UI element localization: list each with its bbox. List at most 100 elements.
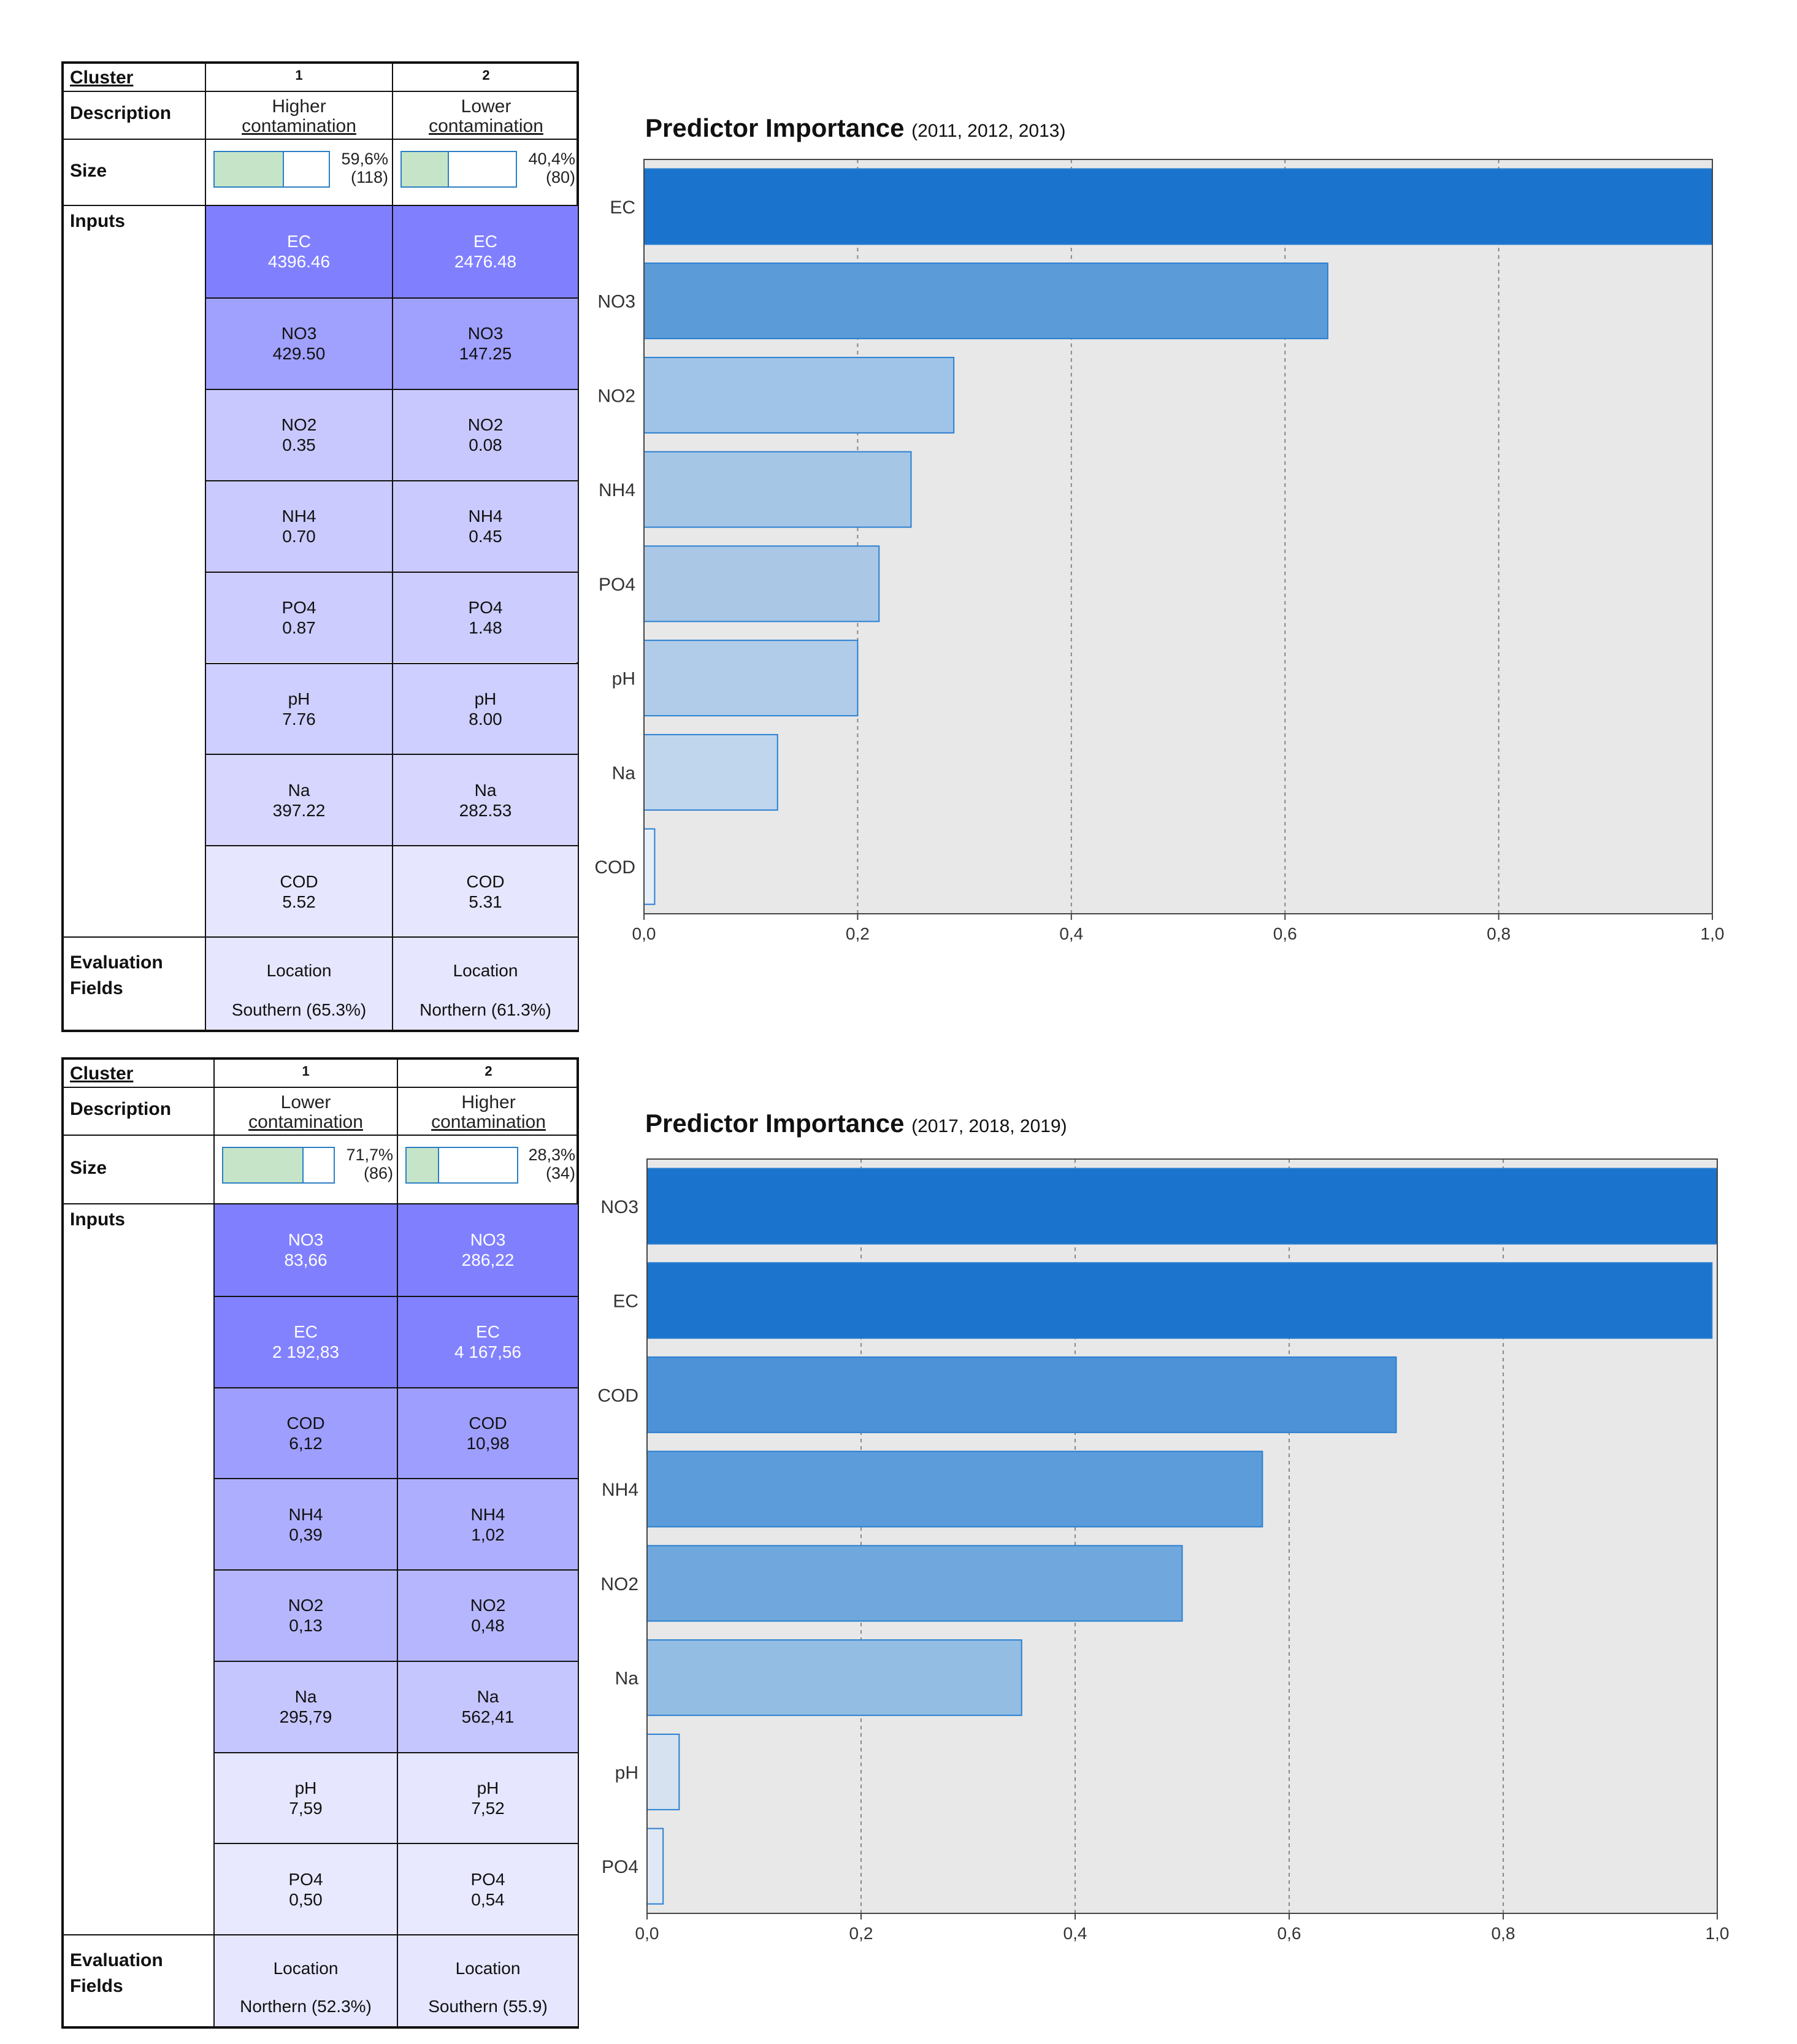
size-percent: 71,7% <box>346 1146 393 1164</box>
cluster-1-description: Lower contamination <box>248 1092 363 1132</box>
evaluation-value: Northern (52.3%) <box>240 1997 372 2016</box>
evaluation-field: Location <box>273 1959 339 1978</box>
x-tick-label: 0,4 <box>1059 924 1083 943</box>
inputs-section: Inputs <box>64 205 577 936</box>
input-value: 7.76 <box>282 709 316 729</box>
size-bar <box>405 1147 518 1184</box>
input-cell-cod-cluster-2: COD 5.31 <box>393 845 578 937</box>
input-value: 397.22 <box>272 800 326 820</box>
input-value: 0,48 <box>471 1616 505 1636</box>
input-name: NO3 <box>288 1230 324 1250</box>
input-cell-ph-cluster-1: pH 7,59 <box>215 1751 397 1843</box>
category-label-ec: EC <box>613 1292 638 1312</box>
input-name: NH4 <box>468 507 503 526</box>
cluster-panel-2: Cluster 1 2 Description Lower contaminati… <box>61 1057 579 2029</box>
evaluation-value: Southern (55.9) <box>428 1997 548 2016</box>
predictor-importance-chart-1: EC NO3 NO2 NH4 PO4 pH Na COD 0,0 0,2 0,4 0,6 0,8 1,0 <box>594 159 1725 943</box>
input-name: NH4 <box>288 1504 323 1524</box>
input-cell-ph-cluster-2: pH 7,52 <box>398 1751 578 1843</box>
input-cell-no3-cluster-2: NO3 286,22 <box>398 1204 578 1296</box>
input-name: COD <box>286 1413 325 1433</box>
evaluation-field: Location <box>453 961 518 980</box>
cluster-2-description: Lower contamination <box>429 96 543 136</box>
category-label-no2: NO2 <box>600 1574 638 1594</box>
plot-frame <box>646 1158 1718 1914</box>
input-name: PO4 <box>468 598 503 618</box>
input-value: 0.87 <box>282 618 316 638</box>
bar-na <box>643 733 778 811</box>
input-cell-cod-cluster-1: COD 6,12 <box>215 1387 397 1479</box>
input-name: COD <box>466 871 505 891</box>
bar-ec <box>643 168 1713 245</box>
size-bar <box>213 151 330 188</box>
input-name: EC <box>294 1322 318 1342</box>
input-name: EC <box>473 232 497 251</box>
input-value: 2 192,83 <box>272 1342 339 1362</box>
input-value: 1.48 <box>469 618 502 638</box>
input-name: Na <box>294 1687 317 1707</box>
bar-po4 <box>646 1828 664 1905</box>
cluster-1-number: 1 <box>302 1063 310 1079</box>
x-tick-label: 0,0 <box>632 924 656 943</box>
input-value: 6,12 <box>289 1433 323 1453</box>
input-name: EC <box>287 232 311 251</box>
input-cell-no3-cluster-1: NO3 83,66 <box>215 1204 397 1296</box>
input-value: 5.52 <box>282 892 316 911</box>
input-name: pH <box>474 689 497 708</box>
cluster-2-number: 2 <box>482 67 490 83</box>
input-cell-cod-cluster-2: COD 10,98 <box>398 1387 578 1479</box>
input-value: 0,13 <box>289 1616 323 1636</box>
input-value: 0,54 <box>471 1889 505 1909</box>
input-name: NO3 <box>281 324 317 343</box>
x-tick-label: 0,6 <box>1278 1924 1301 1943</box>
input-cell-po4-cluster-1: PO4 0,50 <box>215 1843 397 1934</box>
size-bar-fill <box>407 1148 439 1182</box>
cluster-2-size: 40,4% (80) <box>393 140 579 205</box>
input-value: 4396.46 <box>267 252 331 272</box>
input-value: 282.53 <box>459 800 512 820</box>
cluster-panel-1: Cluster 1 2 Description Higher contaminat… <box>61 61 579 1032</box>
input-name: pH <box>294 1778 317 1797</box>
input-name: NH4 <box>470 1504 505 1524</box>
x-tick-label: 0,2 <box>849 1924 873 1943</box>
input-cell-ec-cluster-1: EC 2 192,83 <box>215 1295 397 1387</box>
divider <box>397 1060 398 2026</box>
predictor-importance-chart-2: NO3 EC COD NH4 NO2 Na pH PO4 0,0 0,2 0,4 0,6 0,8 1,0 <box>597 1158 1729 1943</box>
bar-cod <box>646 1356 1397 1433</box>
cluster-2-evaluation: Location Southern (55.9) <box>398 1935 578 2026</box>
size-label: Size <box>70 161 107 181</box>
chart-2-subtitle: (2017, 2018, 2019) <box>911 1116 1067 1136</box>
input-value: 429.50 <box>272 344 326 364</box>
input-name: pH <box>288 689 310 708</box>
x-tick-label: 0,6 <box>1273 924 1297 943</box>
input-name: PO4 <box>470 1869 505 1889</box>
category-label-cod: COD <box>594 857 635 878</box>
divider <box>205 64 206 1030</box>
input-value: 83,66 <box>284 1250 328 1270</box>
input-cell-nh4-cluster-2: NH4 0.45 <box>393 480 578 572</box>
cluster-1-evaluation: Location Northern (52.3%) <box>215 1935 397 2026</box>
bar-cod <box>643 828 656 905</box>
input-cell-ec-cluster-2: EC 4 167,56 <box>398 1295 578 1387</box>
category-label-no2: NO2 <box>597 386 635 406</box>
cluster-2-evaluation: Location Northern (61.3%) <box>393 938 578 1030</box>
evaluation-value: Southern (65.3%) <box>231 1000 367 1019</box>
bar-ec <box>646 1262 1713 1339</box>
input-value: 2476.48 <box>454 252 517 272</box>
bar-na <box>646 1639 1022 1717</box>
size-percent: 40,4% <box>528 150 575 168</box>
input-cell-no2-cluster-1: NO2 0.35 <box>206 388 392 480</box>
input-name: NO2 <box>281 415 317 435</box>
input-value: 5.31 <box>469 892 502 911</box>
input-value: 7,52 <box>471 1798 505 1818</box>
input-name: NO2 <box>288 1596 324 1615</box>
input-cell-no2-cluster-2: NO2 0,48 <box>398 1569 578 1661</box>
x-tick-label: 1,0 <box>1701 924 1725 943</box>
bar-no2 <box>643 356 955 434</box>
input-cell-ec-cluster-1: EC 4396.46 <box>206 206 392 297</box>
cluster-label: Cluster <box>70 67 134 88</box>
size-percent: 28,3% <box>528 1146 575 1164</box>
bar-no3 <box>643 262 1328 340</box>
category-label-cod: COD <box>597 1385 638 1406</box>
input-value: 4 167,56 <box>454 1342 521 1362</box>
